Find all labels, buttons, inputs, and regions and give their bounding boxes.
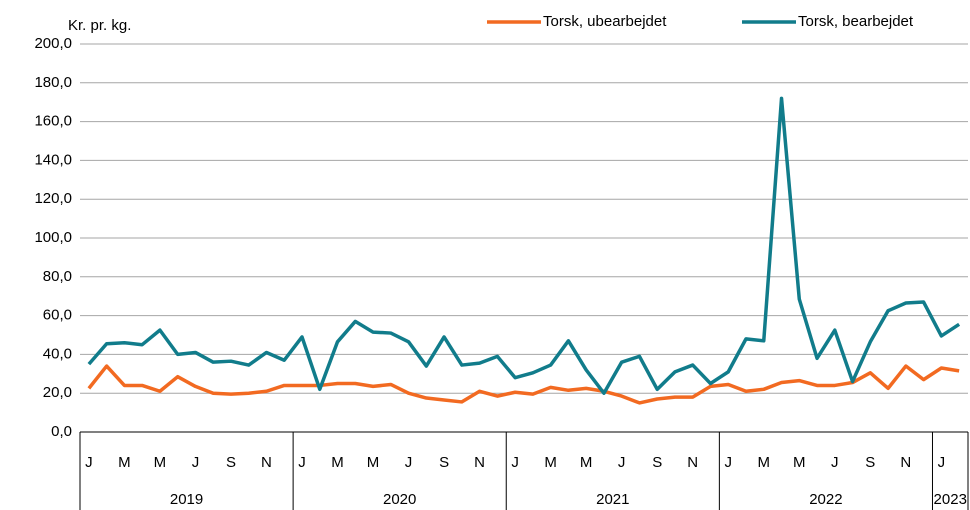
group-label: 2021 xyxy=(596,491,629,508)
x-tick-label: J xyxy=(85,454,93,471)
x-tick-label: N xyxy=(261,454,272,471)
group-label: 2022 xyxy=(809,491,842,508)
x-tick-label: N xyxy=(474,454,485,471)
x-tick-label: J xyxy=(724,454,732,471)
x-tick-label: S xyxy=(865,454,875,471)
group-label: 2020 xyxy=(383,491,416,508)
x-tick-label: N xyxy=(687,454,698,471)
x-tick-label: S xyxy=(439,454,449,471)
x-tick-label: J xyxy=(192,454,200,471)
group-label: 2023 xyxy=(934,491,967,508)
x-tick-label: J xyxy=(831,454,839,471)
y-axis-label: Kr. pr. kg. xyxy=(68,17,131,34)
x-tick-label: S xyxy=(226,454,236,471)
y-tick-label: 200,0 xyxy=(34,35,72,52)
x-tick-label: M xyxy=(331,454,344,471)
x-tick-label: J xyxy=(298,454,306,471)
series-line xyxy=(87,96,961,395)
x-tick-label: M xyxy=(367,454,380,471)
y-tick-label: 80,0 xyxy=(43,268,72,285)
series-line xyxy=(87,364,960,405)
x-tick-label: M xyxy=(580,454,593,471)
y-tick-label: 160,0 xyxy=(34,113,72,130)
x-tick-label: J xyxy=(938,454,946,471)
y-tick-label: 100,0 xyxy=(34,229,72,246)
y-tick-label: 140,0 xyxy=(34,151,72,168)
x-tick-label: J xyxy=(405,454,413,471)
x-tick-label: M xyxy=(118,454,131,471)
x-tick-label: J xyxy=(618,454,626,471)
x-tick-label: M xyxy=(793,454,806,471)
x-tick-label: S xyxy=(652,454,662,471)
x-tick-label: M xyxy=(544,454,557,471)
group-label: 2019 xyxy=(170,491,203,508)
y-tick-label: 60,0 xyxy=(43,307,72,324)
y-tick-label: 0,0 xyxy=(51,423,72,440)
x-tick-label: M xyxy=(758,454,771,471)
y-tick-label: 120,0 xyxy=(34,190,72,207)
y-tick-label: 20,0 xyxy=(43,384,72,401)
x-tick-label: N xyxy=(900,454,911,471)
y-tick-label: 180,0 xyxy=(34,74,72,91)
legend-label: Torsk, bearbejdet xyxy=(798,13,914,30)
x-tick-label: J xyxy=(511,454,519,471)
legend-label: Torsk, ubearbejdet xyxy=(543,13,667,30)
x-tick-label: M xyxy=(154,454,167,471)
y-tick-label: 40,0 xyxy=(43,345,72,362)
